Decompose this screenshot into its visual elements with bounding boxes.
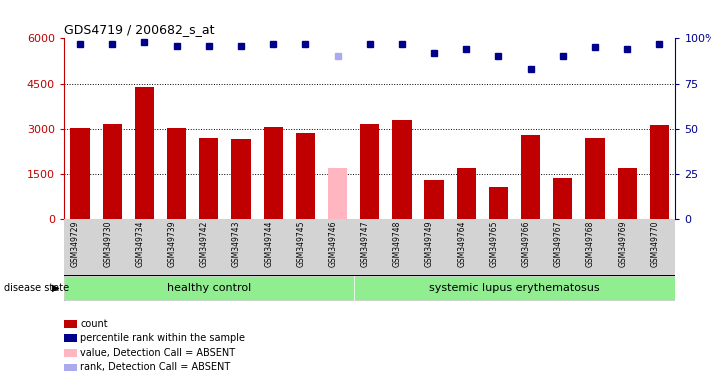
Text: ▶: ▶ bbox=[52, 283, 60, 293]
Bar bbox=[264, 127, 283, 219]
Text: healthy control: healthy control bbox=[166, 283, 251, 293]
Text: rank, Detection Call = ABSENT: rank, Detection Call = ABSENT bbox=[80, 362, 230, 372]
Bar bbox=[353, 276, 675, 300]
Text: GSM349769: GSM349769 bbox=[618, 220, 627, 267]
Text: GSM349739: GSM349739 bbox=[168, 220, 176, 267]
Text: value, Detection Call = ABSENT: value, Detection Call = ABSENT bbox=[80, 348, 235, 358]
Bar bbox=[392, 120, 412, 219]
Text: systemic lupus erythematosus: systemic lupus erythematosus bbox=[429, 283, 600, 293]
Text: GSM349730: GSM349730 bbox=[103, 220, 112, 267]
Bar bbox=[585, 138, 604, 219]
Text: GSM349767: GSM349767 bbox=[554, 220, 563, 267]
Text: disease state: disease state bbox=[4, 283, 69, 293]
Bar bbox=[360, 124, 380, 219]
Text: GSM349770: GSM349770 bbox=[651, 220, 659, 267]
Text: GSM349748: GSM349748 bbox=[393, 220, 402, 267]
Bar bbox=[424, 180, 444, 219]
Bar bbox=[553, 178, 572, 219]
Text: GSM349766: GSM349766 bbox=[522, 220, 530, 267]
Text: GSM349765: GSM349765 bbox=[489, 220, 498, 267]
Text: GSM349734: GSM349734 bbox=[135, 220, 144, 267]
Bar bbox=[135, 87, 154, 219]
Text: GSM349743: GSM349743 bbox=[232, 220, 241, 267]
Bar bbox=[167, 128, 186, 219]
Bar bbox=[64, 276, 353, 300]
Bar bbox=[650, 125, 669, 219]
Text: GSM349747: GSM349747 bbox=[360, 220, 370, 267]
Bar bbox=[70, 128, 90, 219]
Bar bbox=[521, 135, 540, 219]
Text: percentile rank within the sample: percentile rank within the sample bbox=[80, 333, 245, 343]
Bar bbox=[328, 168, 347, 219]
Bar bbox=[199, 138, 218, 219]
Text: GSM349749: GSM349749 bbox=[425, 220, 434, 267]
Text: GSM349764: GSM349764 bbox=[457, 220, 466, 267]
Bar bbox=[618, 168, 637, 219]
Bar bbox=[456, 168, 476, 219]
Bar bbox=[231, 139, 251, 219]
Text: GDS4719 / 200682_s_at: GDS4719 / 200682_s_at bbox=[64, 23, 215, 36]
Text: count: count bbox=[80, 319, 108, 329]
Bar bbox=[102, 124, 122, 219]
Text: GSM349742: GSM349742 bbox=[200, 220, 209, 267]
Text: GSM349729: GSM349729 bbox=[71, 220, 80, 267]
Bar bbox=[296, 133, 315, 219]
Bar bbox=[488, 187, 508, 219]
Text: GSM349746: GSM349746 bbox=[328, 220, 338, 267]
Text: GSM349768: GSM349768 bbox=[586, 220, 595, 267]
Text: GSM349744: GSM349744 bbox=[264, 220, 273, 267]
Text: GSM349745: GSM349745 bbox=[296, 220, 305, 267]
